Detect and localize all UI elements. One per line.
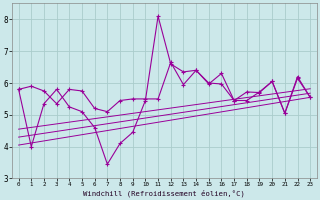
X-axis label: Windchill (Refroidissement éolien,°C): Windchill (Refroidissement éolien,°C) xyxy=(84,189,245,197)
